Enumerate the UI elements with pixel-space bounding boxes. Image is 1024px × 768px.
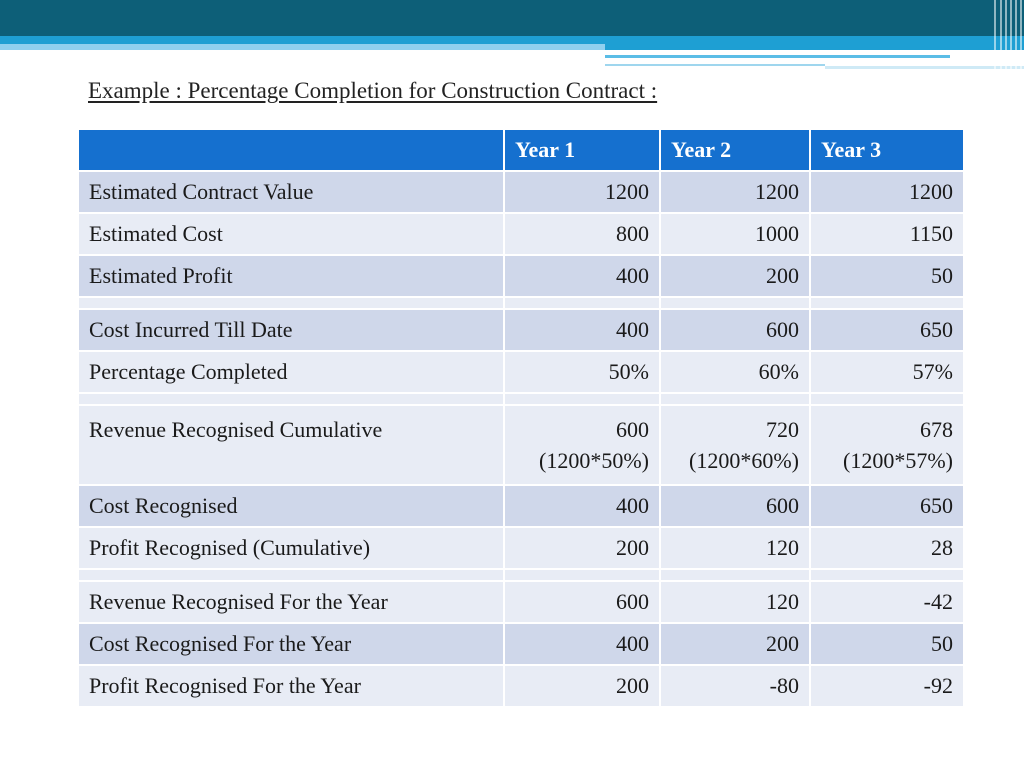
cell-year-1: 400 — [505, 486, 659, 526]
cell-year-2: 720 (1200*60%) — [661, 406, 809, 484]
cell-year-1: 50% — [505, 352, 659, 392]
row-label: Revenue Recognised For the Year — [79, 582, 503, 622]
cell-year-3: 1150 — [811, 214, 963, 254]
cell-year-2: 1200 — [661, 172, 809, 212]
table-row: Cost Recognised 400 600 650 — [79, 486, 963, 526]
cell-year-3: 650 — [811, 486, 963, 526]
header-cell-year-2: Year 2 — [661, 130, 809, 170]
table-row: Cost Recognised For the Year 400 200 50 — [79, 624, 963, 664]
table-row: Estimated Cost 800 1000 1150 — [79, 214, 963, 254]
header-cell-label — [79, 130, 503, 170]
row-label: Estimated Contract Value — [79, 172, 503, 212]
cell-year-1: 400 — [505, 310, 659, 350]
cell-year-1: 200 — [505, 528, 659, 568]
table-row: Revenue Recognised Cumulative 600 (1200*… — [79, 406, 963, 484]
cell-note: (1200*60%) — [689, 448, 799, 473]
row-label: Revenue Recognised Cumulative — [79, 406, 503, 484]
cell-year-1: 800 — [505, 214, 659, 254]
cell-note: (1200*50%) — [539, 448, 649, 473]
row-label: Percentage Completed — [79, 352, 503, 392]
cell-year-3: 57% — [811, 352, 963, 392]
cell-year-3: 28 — [811, 528, 963, 568]
cell-year-3: 1200 — [811, 172, 963, 212]
header-banner — [0, 0, 1024, 36]
cell-year-1: 400 — [505, 624, 659, 664]
cell-year-2: 600 — [661, 310, 809, 350]
cell-year-1: 400 — [505, 256, 659, 296]
row-label: Estimated Profit — [79, 256, 503, 296]
table-row: Profit Recognised (Cumulative) 200 120 2… — [79, 528, 963, 568]
table-row: Revenue Recognised For the Year 600 120 … — [79, 582, 963, 622]
row-label: Estimated Cost — [79, 214, 503, 254]
row-label: Profit Recognised For the Year — [79, 666, 503, 706]
cell-year-2: 60% — [661, 352, 809, 392]
spacer-row — [79, 298, 963, 308]
cell-year-1: 1200 — [505, 172, 659, 212]
row-label: Cost Recognised — [79, 486, 503, 526]
cell-year-3: 50 — [811, 624, 963, 664]
table-row: Profit Recognised For the Year 200 -80 -… — [79, 666, 963, 706]
cell-year-3: 50 — [811, 256, 963, 296]
spacer-row — [79, 570, 963, 580]
row-label: Profit Recognised (Cumulative) — [79, 528, 503, 568]
header-cell-year-1: Year 1 — [505, 130, 659, 170]
cell-year-1: 200 — [505, 666, 659, 706]
table-row: Estimated Contract Value 1200 1200 1200 — [79, 172, 963, 212]
table-row: Percentage Completed 50% 60% 57% — [79, 352, 963, 392]
cell-year-3: 678 (1200*57%) — [811, 406, 963, 484]
page-title: Example : Percentage Completion for Cons… — [88, 78, 658, 103]
cell-value: 600 — [616, 417, 649, 442]
spacer-row — [79, 394, 963, 404]
cell-note: (1200*57%) — [843, 448, 953, 473]
header-cell-year-3: Year 3 — [811, 130, 963, 170]
header-banner-accent — [0, 36, 1024, 44]
header-banner-line — [605, 55, 950, 58]
header-banner-line — [825, 66, 1024, 69]
cell-year-3: 650 — [811, 310, 963, 350]
table-row: Cost Incurred Till Date 400 600 650 — [79, 310, 963, 350]
header-banner-line — [605, 64, 825, 66]
cell-year-3: -42 — [811, 582, 963, 622]
row-label: Cost Recognised For the Year — [79, 624, 503, 664]
contract-table: Year 1 Year 2 Year 3 Estimated Contract … — [77, 128, 965, 708]
cell-year-2: 1000 — [661, 214, 809, 254]
table-header-row: Year 1 Year 2 Year 3 — [79, 130, 963, 170]
cell-value: 678 — [920, 417, 953, 442]
cell-year-1: 600 — [505, 582, 659, 622]
cell-year-2: 200 — [661, 624, 809, 664]
cell-year-2: 200 — [661, 256, 809, 296]
header-banner-step — [605, 44, 1024, 50]
cell-year-3: -92 — [811, 666, 963, 706]
cell-value: 720 — [766, 417, 799, 442]
cell-year-1: 600 (1200*50%) — [505, 406, 659, 484]
cell-year-2: 120 — [661, 528, 809, 568]
cell-year-2: 120 — [661, 582, 809, 622]
cell-year-2: 600 — [661, 486, 809, 526]
table-row: Estimated Profit 400 200 50 — [79, 256, 963, 296]
header-banner-stripes — [990, 0, 1024, 70]
cell-year-2: -80 — [661, 666, 809, 706]
header-banner-light-strip — [0, 44, 605, 50]
row-label: Cost Incurred Till Date — [79, 310, 503, 350]
